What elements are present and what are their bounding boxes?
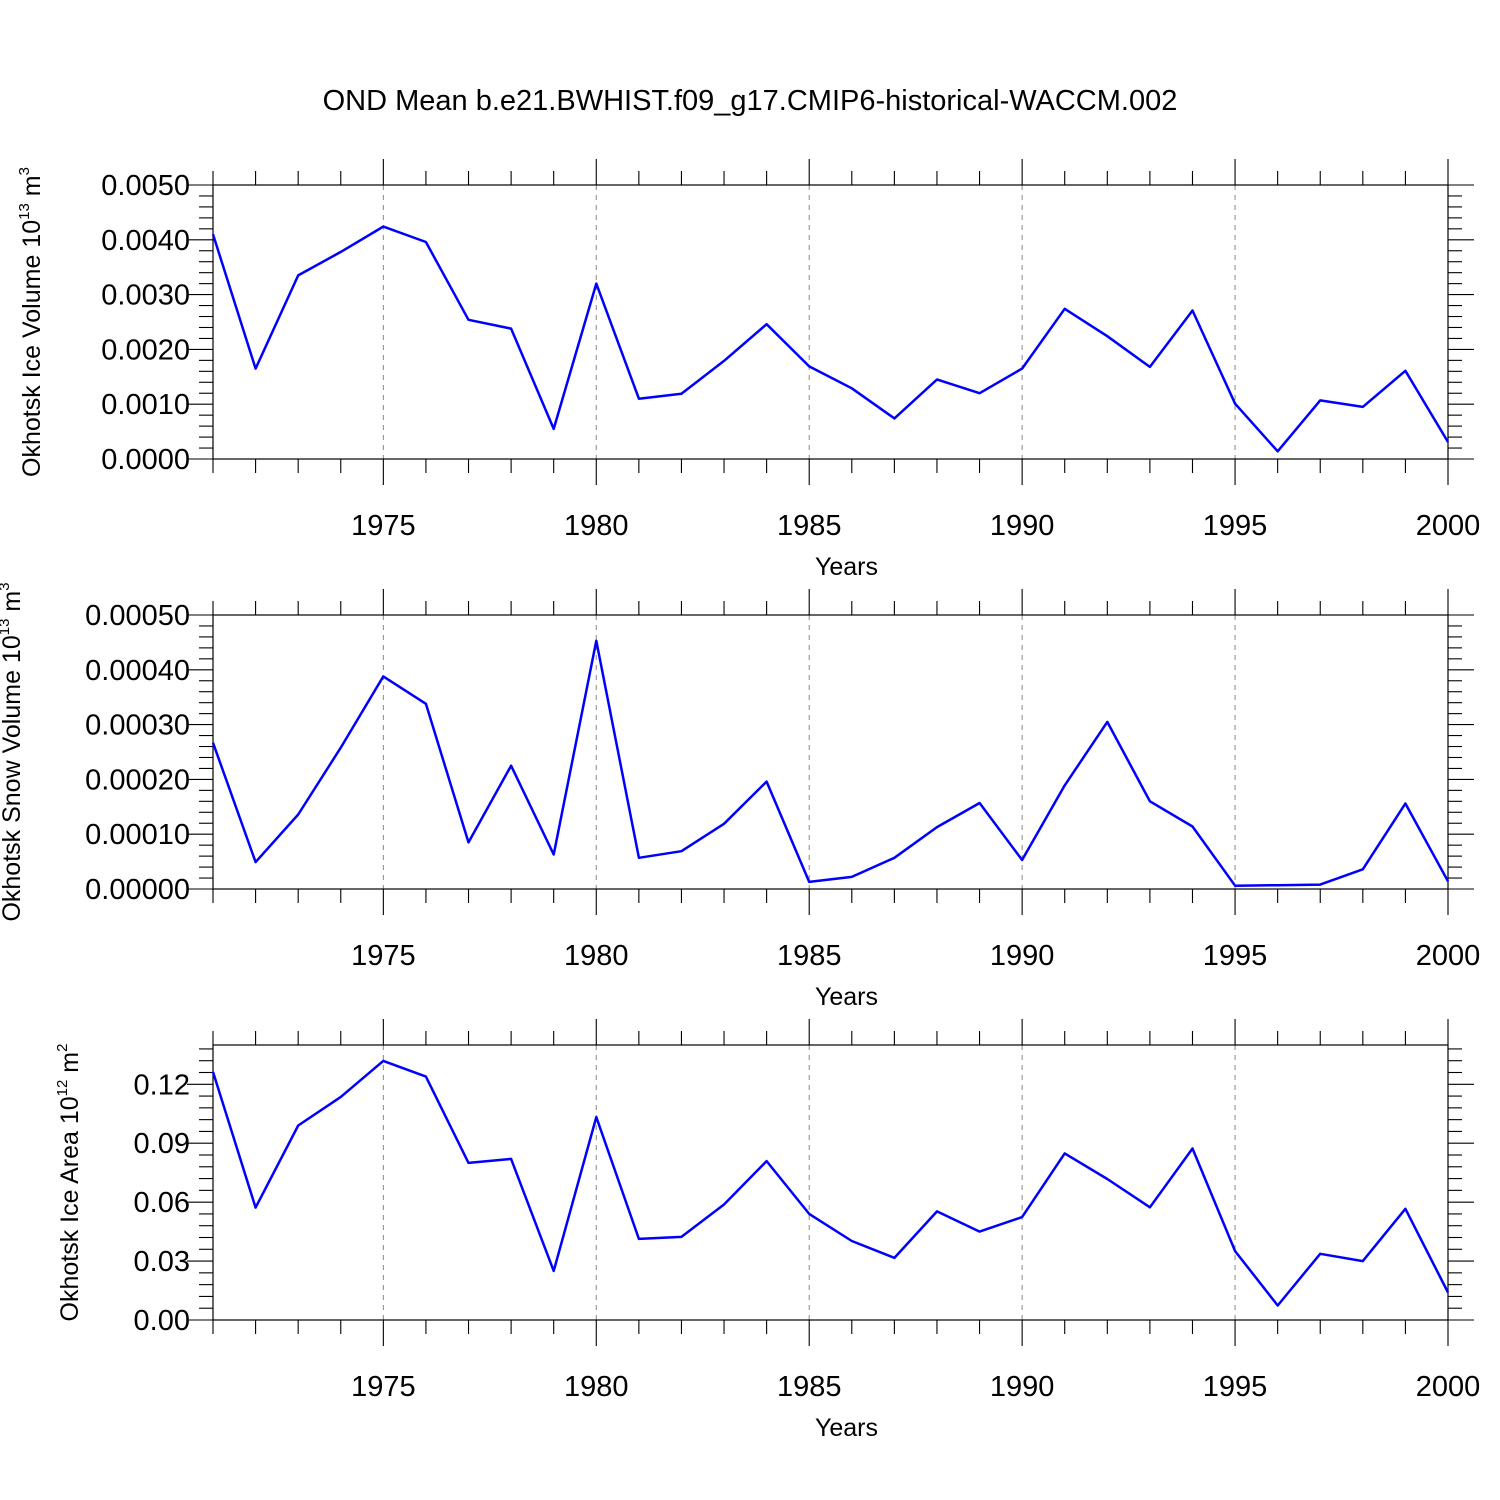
y-tick-label: 0.0050 bbox=[101, 170, 190, 202]
x-tick-label: 1995 bbox=[1203, 940, 1268, 972]
y-tick-label: 0.0010 bbox=[101, 389, 190, 421]
y-tick-label: 0.00020 bbox=[85, 764, 190, 796]
x-axis-label: Years bbox=[815, 983, 878, 1011]
y-axis-label: Okhotsk Ice Area 1012 m2 bbox=[54, 1044, 84, 1322]
x-tick-label: 1980 bbox=[564, 510, 629, 542]
x-tick-label: 2000 bbox=[1416, 940, 1481, 972]
y-tick-label: 0.00030 bbox=[85, 710, 190, 742]
chart-title: OND Mean b.e21.BWHIST.f09_g17.CMIP6-hist… bbox=[323, 85, 1178, 117]
y-axis-label: Okhotsk Ice Volume 1013 m3 bbox=[16, 167, 46, 477]
series-line bbox=[211, 1059, 1450, 1307]
x-tick-label: 1980 bbox=[564, 940, 629, 972]
y-tick-label: 0.00 bbox=[134, 1305, 190, 1337]
plot-frame bbox=[212, 614, 1449, 890]
x-tick-label: 2000 bbox=[1416, 1371, 1481, 1403]
x-tick-label: 1990 bbox=[990, 1371, 1055, 1403]
plot-frame bbox=[212, 1044, 1449, 1321]
y-tick-label: 0.00010 bbox=[85, 819, 190, 851]
y-tick-label: 0.00000 bbox=[85, 874, 190, 906]
y-tick-label: 0.0020 bbox=[101, 334, 190, 366]
x-tick-label: 1990 bbox=[990, 940, 1055, 972]
x-tick-label: 1995 bbox=[1203, 1371, 1268, 1403]
panel-1: 1975 1980 1985 1990 1995 2000 Years 0.0000 0.001… bbox=[16, 159, 1480, 581]
series-line bbox=[211, 639, 1450, 887]
y-tick-label: 0.06 bbox=[134, 1187, 190, 1219]
y-tick-label: 0.03 bbox=[134, 1246, 190, 1278]
y-tick-label: 0.12 bbox=[134, 1069, 190, 1101]
y-tick-label: 0.0030 bbox=[101, 280, 190, 312]
x-tick-label: 1975 bbox=[351, 510, 416, 542]
panels: 1975 1980 1985 1990 1995 2000Years0.00000.001… bbox=[0, 159, 1480, 1442]
panel-3: 1975 1980 1985 1990 1995 2000 Years 0.00 0.03 0.0… bbox=[54, 1019, 1480, 1442]
y-tick-label: 0.00050 bbox=[85, 600, 190, 632]
x-tick-label: 1975 bbox=[351, 940, 416, 972]
x-tick-label: 1985 bbox=[777, 510, 842, 542]
x-tick-label: 1985 bbox=[777, 940, 842, 972]
y-axis-label: Okhotsk Snow Volume 1013 m3 bbox=[0, 582, 26, 921]
x-tick-label: 2000 bbox=[1416, 510, 1481, 542]
x-axis-label: Years bbox=[815, 553, 878, 581]
series-line bbox=[211, 225, 1450, 453]
plot-frame bbox=[212, 184, 1449, 460]
x-tick-label: 1995 bbox=[1203, 510, 1268, 542]
x-tick-label: 1975 bbox=[351, 1371, 416, 1403]
y-tick-label: 0.0000 bbox=[101, 444, 190, 476]
x-axis-label: Years bbox=[815, 1414, 878, 1442]
y-tick-label: 0.0040 bbox=[101, 225, 190, 257]
y-tick-label: 0.00040 bbox=[85, 655, 190, 687]
y-tick-label: 0.09 bbox=[134, 1128, 190, 1160]
panel-2: 1975 1980 1985 1990 1995 2000 Years 0.00000 0.00… bbox=[0, 582, 1480, 1011]
x-tick-label: 1990 bbox=[990, 510, 1055, 542]
x-tick-label: 1985 bbox=[777, 1371, 842, 1403]
x-tick-label: 1980 bbox=[564, 1371, 629, 1403]
